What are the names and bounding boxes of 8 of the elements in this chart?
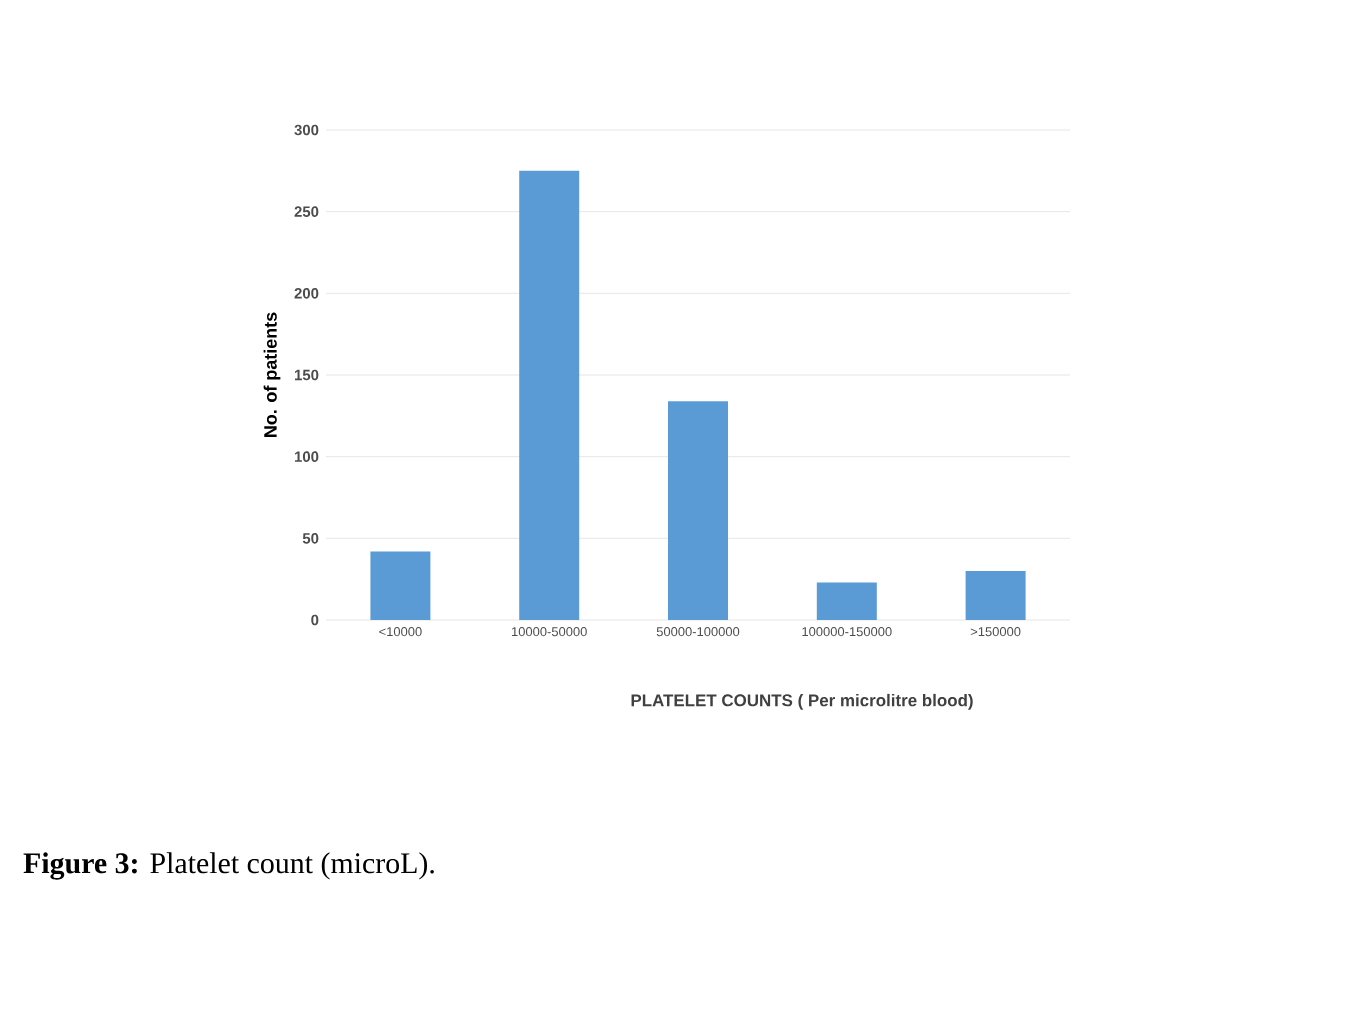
bar bbox=[816, 582, 877, 620]
x-axis-title: PLATELET COUNTS ( Per microlitre blood) bbox=[631, 693, 973, 710]
text: Figure 3: Platelet count (microL). bbox=[23, 852, 434, 880]
bar bbox=[519, 170, 580, 620]
bar bbox=[965, 571, 1026, 620]
bar bbox=[668, 401, 729, 620]
y-axis-title: No. of patients bbox=[263, 312, 281, 437]
bar bbox=[370, 551, 431, 620]
